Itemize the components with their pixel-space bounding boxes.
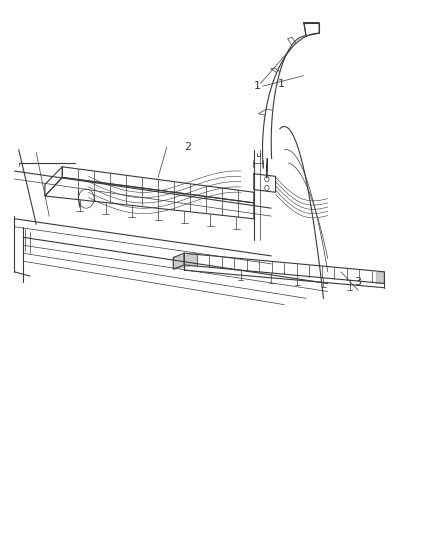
Polygon shape bbox=[173, 253, 197, 269]
Text: 1: 1 bbox=[278, 78, 285, 88]
Text: 2: 2 bbox=[184, 142, 191, 152]
Text: 1: 1 bbox=[253, 81, 260, 91]
Text: 3: 3 bbox=[354, 277, 361, 287]
Polygon shape bbox=[376, 272, 385, 284]
